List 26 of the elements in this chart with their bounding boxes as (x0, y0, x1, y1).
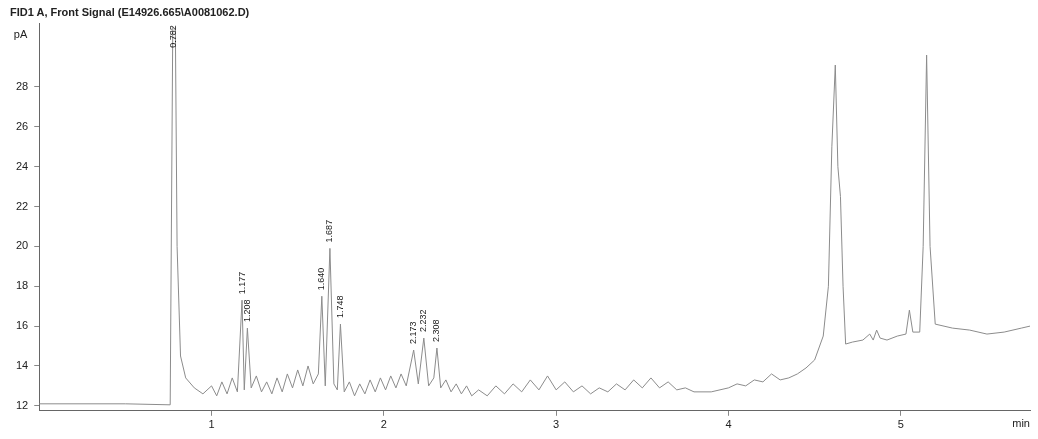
annotation: 1.748 (334, 295, 345, 319)
y-tick-label: 14 (15, 358, 29, 371)
chart-title: FID1 A, Front Signal (E14926.665\A0081062.D) (10, 5, 250, 18)
annotation: 1.687 (324, 219, 335, 243)
annotation: 2.232 (418, 309, 429, 333)
x-tick-label: 4 (725, 418, 732, 431)
x-tick-label: 1 (208, 418, 215, 431)
annotation: 0.782 (168, 25, 179, 48)
y-tick-label: 28 (15, 80, 29, 92)
annotation: 1.177 (236, 271, 247, 295)
y-tick-label: 16 (15, 319, 29, 332)
annotation: 1.208 (241, 299, 252, 323)
y-tick-label: 24 (15, 159, 29, 172)
annotation: 2.173 (408, 321, 419, 345)
x-tick-label: 5 (897, 418, 904, 431)
annotation: 1.640 (316, 267, 327, 291)
y-tick-label: 20 (15, 239, 29, 252)
y-tick-label: 12 (15, 398, 29, 411)
y-tick-label: 26 (15, 119, 29, 132)
y-tick-label: 22 (15, 199, 29, 212)
x-axis-title: min (1012, 417, 1030, 430)
x-tick-label: 3 (553, 418, 560, 431)
x-tick-label: 2 (380, 418, 387, 431)
y-tick-label: 18 (15, 279, 29, 292)
y-axis-title: pA (13, 28, 28, 41)
annotation: 2.308 (431, 319, 442, 343)
